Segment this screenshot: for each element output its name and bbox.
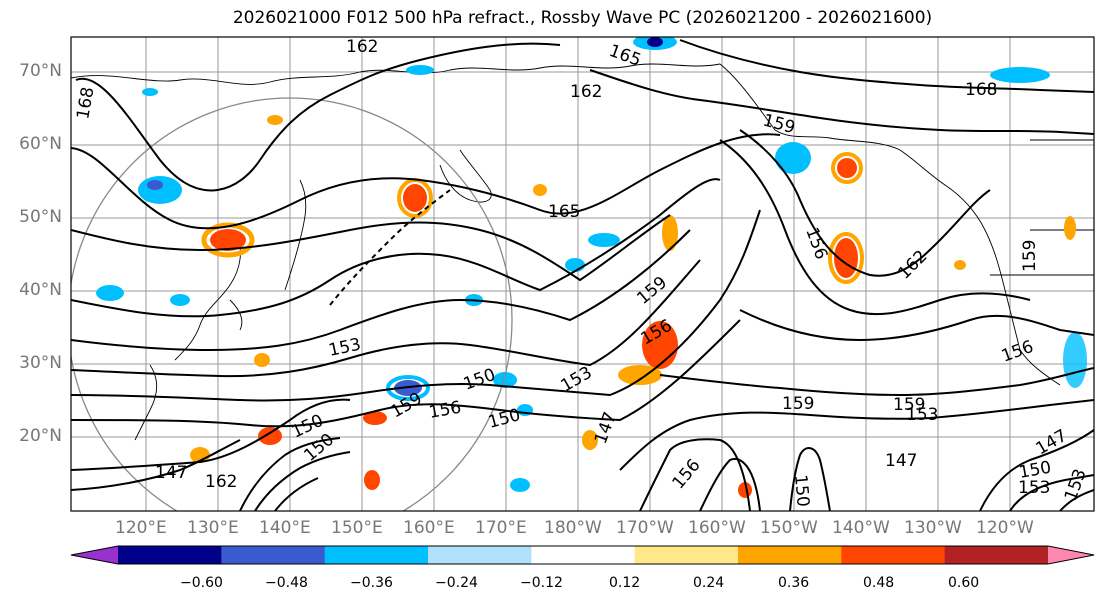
contour-label: 147: [155, 463, 187, 483]
colorbar-segment: [634, 546, 739, 564]
coastlines: [71, 63, 1094, 441]
colorbar-outline: [70, 545, 1095, 565]
lon-label: 130°E: [187, 518, 239, 538]
contour-label: 162: [570, 82, 602, 102]
contour-label: 165: [548, 202, 580, 222]
map-frame: [70, 36, 1095, 512]
contour-label: 159: [893, 395, 925, 415]
colorbar-segment: [324, 546, 429, 564]
colorbar-tick-label: 0.24: [693, 575, 725, 591]
contour-label: 147: [885, 451, 917, 471]
colorbar-extend-max: [1048, 546, 1094, 564]
contour-label: 162: [205, 472, 237, 492]
contour-label: 150: [790, 474, 813, 508]
lat-label: 30°N: [19, 353, 62, 373]
lon-label: 160°W: [688, 518, 746, 538]
contour-label: 168: [965, 80, 997, 100]
colorbar-extend-min: [71, 546, 118, 564]
lon-label: 160°E: [403, 518, 455, 538]
contour-label: 153: [906, 405, 938, 425]
contour-label: 159: [1020, 240, 1040, 272]
lon-label: 150°E: [331, 518, 383, 538]
colorbar-tick-label: −0.48: [265, 575, 308, 591]
colorbar-segment: [221, 546, 326, 564]
lon-label: 120°W: [976, 518, 1034, 538]
colorbar-tick-label: 0.48: [863, 575, 895, 591]
colorbar-tick-label: −0.12: [520, 575, 563, 591]
lat-label: 20°N: [19, 426, 62, 446]
lon-label: 170°E: [475, 518, 527, 538]
colorbar-segment: [738, 546, 842, 564]
lon-label: 130°W: [904, 518, 962, 538]
contour-label: 162: [346, 37, 378, 57]
colorbar-segment: [428, 546, 532, 564]
radius-circle: [71, 97, 513, 511]
colorbar-tick-label: 0.36: [778, 575, 810, 591]
lon-label: 140°E: [259, 518, 311, 538]
lat-label: 70°N: [19, 61, 62, 81]
lon-label: 170°W: [616, 518, 674, 538]
contour-label: 153: [1018, 478, 1050, 498]
lat-label: 60°N: [19, 134, 62, 154]
colorbar-tick-label: −0.24: [435, 575, 478, 591]
contour-label: 159: [782, 394, 814, 414]
map-title: 2026021000 F012 500 hPa refract., Rossby…: [232, 8, 933, 28]
height-contours: [71, 39, 1094, 511]
colorbar-tick-label: −0.60: [180, 575, 223, 591]
lon-label: 140°W: [832, 518, 890, 538]
lon-label: 120°E: [115, 518, 167, 538]
colorbar-tick-label: −0.36: [350, 575, 393, 591]
lon-label: 180°W: [544, 518, 602, 538]
lat-label: 50°N: [19, 207, 62, 227]
colorbar-segment: [841, 546, 946, 564]
colorbar: [70, 545, 1095, 565]
colorbar-segment: [531, 546, 636, 564]
colorbar-tick-label: 0.60: [948, 575, 980, 591]
lon-label: 150°W: [760, 518, 818, 538]
colorbar-segment: [944, 546, 1049, 564]
colorbar-segment: [118, 546, 222, 564]
colorbar-tick-label: 0.12: [609, 575, 641, 591]
lat-label: 40°N: [19, 280, 62, 300]
